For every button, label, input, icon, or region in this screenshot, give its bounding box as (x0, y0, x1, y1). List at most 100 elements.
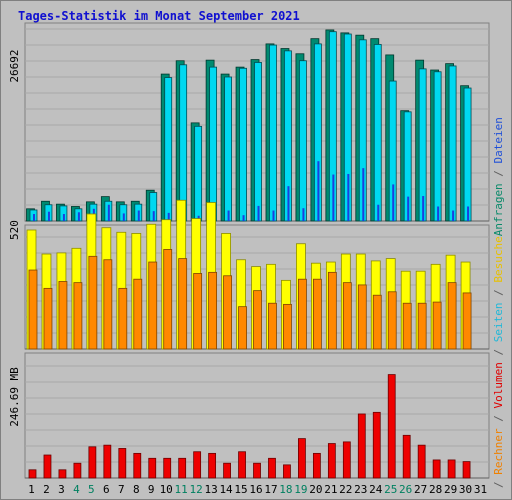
bar-dateien (437, 206, 440, 221)
bar-rechner (163, 249, 173, 350)
bar-rechner (298, 278, 307, 350)
bar-volumen (118, 448, 127, 479)
x-tick-label: 30 (459, 483, 472, 496)
bar-rechner (312, 278, 322, 350)
bar-seiten (224, 76, 232, 222)
bar-dateien (242, 215, 245, 221)
legend-entry: / (492, 163, 505, 183)
bar-volumen (193, 451, 202, 479)
x-tick-label: 24 (369, 483, 383, 496)
bar-rechner (402, 302, 412, 350)
bar-volumen (163, 457, 172, 479)
bar-rechner (58, 281, 68, 350)
y-axis-label: 26692 (8, 49, 21, 82)
bar-rechner (417, 302, 427, 350)
bar-seiten (194, 125, 203, 222)
legend-entry: / (492, 342, 505, 362)
bar-volumen (253, 462, 261, 479)
bar-rechner (73, 282, 83, 350)
bar-volumen (298, 438, 306, 479)
bar-dateien (167, 212, 170, 221)
x-tick-label: 18 (279, 483, 292, 496)
bar-volumen (357, 413, 366, 479)
bar-rechner (118, 287, 128, 350)
bar-dateien (257, 205, 260, 221)
bar-volumen (342, 441, 351, 479)
bar-dateien (62, 214, 65, 221)
bar-dateien (77, 212, 80, 221)
bar-volumen (402, 434, 411, 479)
bar-volumen (268, 457, 276, 479)
bar-rechner (103, 259, 113, 350)
x-tick-label: 8 (133, 483, 140, 496)
x-tick-label: 26 (399, 483, 412, 496)
x-tick-label: 28 (429, 483, 442, 496)
bar-rechner (43, 287, 53, 350)
bar-volumen (148, 457, 157, 479)
bar-volumen (43, 454, 52, 479)
bar-seiten (179, 64, 188, 222)
x-tick-label: 16 (249, 483, 262, 496)
x-tick-label: 5 (88, 483, 95, 496)
bar-seiten (373, 44, 382, 222)
bar-volumen (73, 462, 82, 479)
bar-volumen (387, 374, 396, 479)
bar-dateien (407, 196, 410, 221)
bar-dateien (302, 208, 305, 221)
bar-dateien (392, 184, 395, 221)
x-tick-label: 21 (324, 483, 337, 496)
bar-rechner (178, 258, 188, 350)
panel-volume (24, 352, 490, 479)
bar-volumen (447, 459, 456, 479)
bar-dateien (47, 211, 50, 221)
bar-rechner (238, 306, 247, 350)
bar-rechner (148, 261, 158, 350)
bar-dateien (362, 168, 365, 221)
x-tick-label: 6 (103, 483, 110, 496)
bar-rechner (387, 291, 397, 350)
bar-rechner (357, 284, 367, 350)
bar-rechner (432, 301, 442, 350)
legend-entry: / (492, 283, 505, 303)
bar-dateien (347, 173, 350, 221)
bar-seiten (448, 65, 457, 222)
x-tick-label: 23 (354, 483, 367, 496)
x-tick-label: 7 (118, 483, 125, 496)
bar-dateien (227, 210, 230, 221)
bar-volumen (462, 461, 471, 479)
y-axis-label: 246.69 MB (8, 367, 21, 427)
bar-rechner (28, 269, 38, 350)
bar-volumen (28, 469, 37, 479)
x-tick-label: 19 (294, 483, 307, 496)
legend-entry: / (492, 475, 505, 488)
x-tick-label: 29 (444, 483, 457, 496)
bar-dateien (422, 196, 425, 221)
bar-rechner (193, 273, 203, 350)
bar-volumen (88, 446, 97, 479)
chart-title: Tages-Statistik im Monat September 2021 (18, 9, 300, 23)
bar-volumen (208, 452, 217, 479)
x-tick-label: 22 (339, 483, 352, 496)
x-tick-label: 20 (309, 483, 322, 496)
bar-rechner (462, 292, 472, 350)
x-tick-label: 13 (204, 483, 217, 496)
bar-seiten (269, 44, 277, 222)
bar-dateien (122, 213, 125, 221)
bar-rechner (88, 255, 98, 350)
bar-rechner (133, 278, 143, 350)
bar-dateien (467, 206, 470, 221)
legend-vertical: / Rechner / Volumen / Seiten / BesucheAn… (492, 117, 505, 488)
bar-dateien (332, 174, 335, 221)
bar-dateien (287, 186, 290, 221)
bar-seiten (209, 66, 218, 222)
x-tick-label: 15 (234, 483, 247, 496)
bar-volumen (58, 469, 67, 479)
bar-volumen (312, 452, 321, 479)
bar-seiten (433, 71, 442, 222)
legend-entry: Volumen (492, 362, 505, 408)
bar-volumen (327, 443, 336, 479)
bar-dateien (317, 161, 320, 221)
x-tick-label: 2 (43, 483, 50, 496)
bar-volumen (283, 464, 291, 479)
bar-volumen (372, 411, 381, 479)
